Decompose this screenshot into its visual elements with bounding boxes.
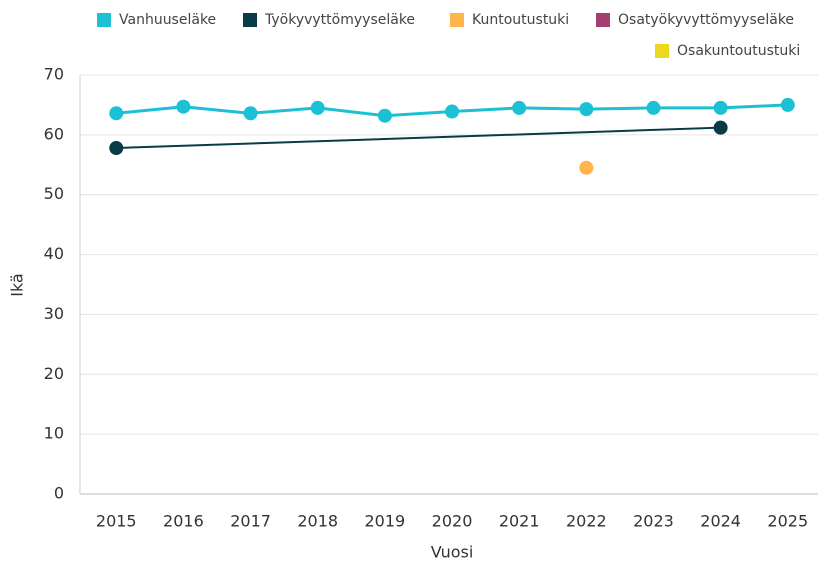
- point: [176, 99, 191, 114]
- y-tick-label: 30: [44, 304, 64, 323]
- legend-label: Kuntoutustuki: [472, 12, 569, 28]
- x-tick-label: 2016: [163, 512, 204, 531]
- x-tick-label: 2015: [96, 512, 137, 531]
- y-tick-label: 10: [44, 424, 64, 443]
- point: [512, 100, 527, 115]
- y-tick-label: 0: [54, 484, 64, 503]
- x-tick-label: 2023: [633, 512, 674, 531]
- point: [243, 106, 258, 121]
- legend-swatch: [97, 13, 111, 27]
- point: [646, 100, 661, 115]
- legend-label: Työkyvyttömyyseläke: [264, 12, 415, 28]
- point: [445, 104, 460, 119]
- legend-swatch: [243, 13, 257, 27]
- x-tick-label: 2021: [499, 512, 540, 531]
- y-tick-label: 20: [44, 364, 64, 383]
- point: [713, 120, 728, 135]
- legend-swatch: [596, 13, 610, 27]
- point: [109, 141, 124, 156]
- x-axis-label: Vuosi: [431, 543, 474, 562]
- x-tick-label: 2024: [700, 512, 741, 531]
- legend-swatch: [655, 44, 669, 58]
- y-axis-label: Ikä: [8, 273, 27, 297]
- x-tick-label: 2022: [566, 512, 607, 531]
- point: [780, 97, 795, 112]
- legend-label: Osatyökyvyttömyyseläke: [618, 12, 794, 28]
- point: [109, 106, 124, 121]
- legend-swatch: [450, 13, 464, 27]
- series-line: [116, 126, 721, 150]
- y-tick-label: 40: [44, 244, 64, 263]
- point: [579, 160, 594, 175]
- point: [377, 108, 392, 123]
- y-tick-label: 70: [44, 65, 64, 84]
- point: [713, 100, 728, 115]
- legend-label: Vanhuuseläke: [119, 12, 216, 28]
- x-tick-label: 2019: [365, 512, 406, 531]
- point: [310, 100, 325, 115]
- y-tick-label: 60: [44, 124, 64, 143]
- x-tick-label: 2020: [432, 512, 473, 531]
- x-tick-label: 2017: [230, 512, 271, 531]
- point: [579, 102, 594, 117]
- x-tick-label: 2025: [767, 512, 808, 531]
- legend-label: Osakuntoutustuki: [677, 43, 800, 59]
- y-tick-label: 50: [44, 184, 64, 203]
- x-tick-label: 2018: [297, 512, 338, 531]
